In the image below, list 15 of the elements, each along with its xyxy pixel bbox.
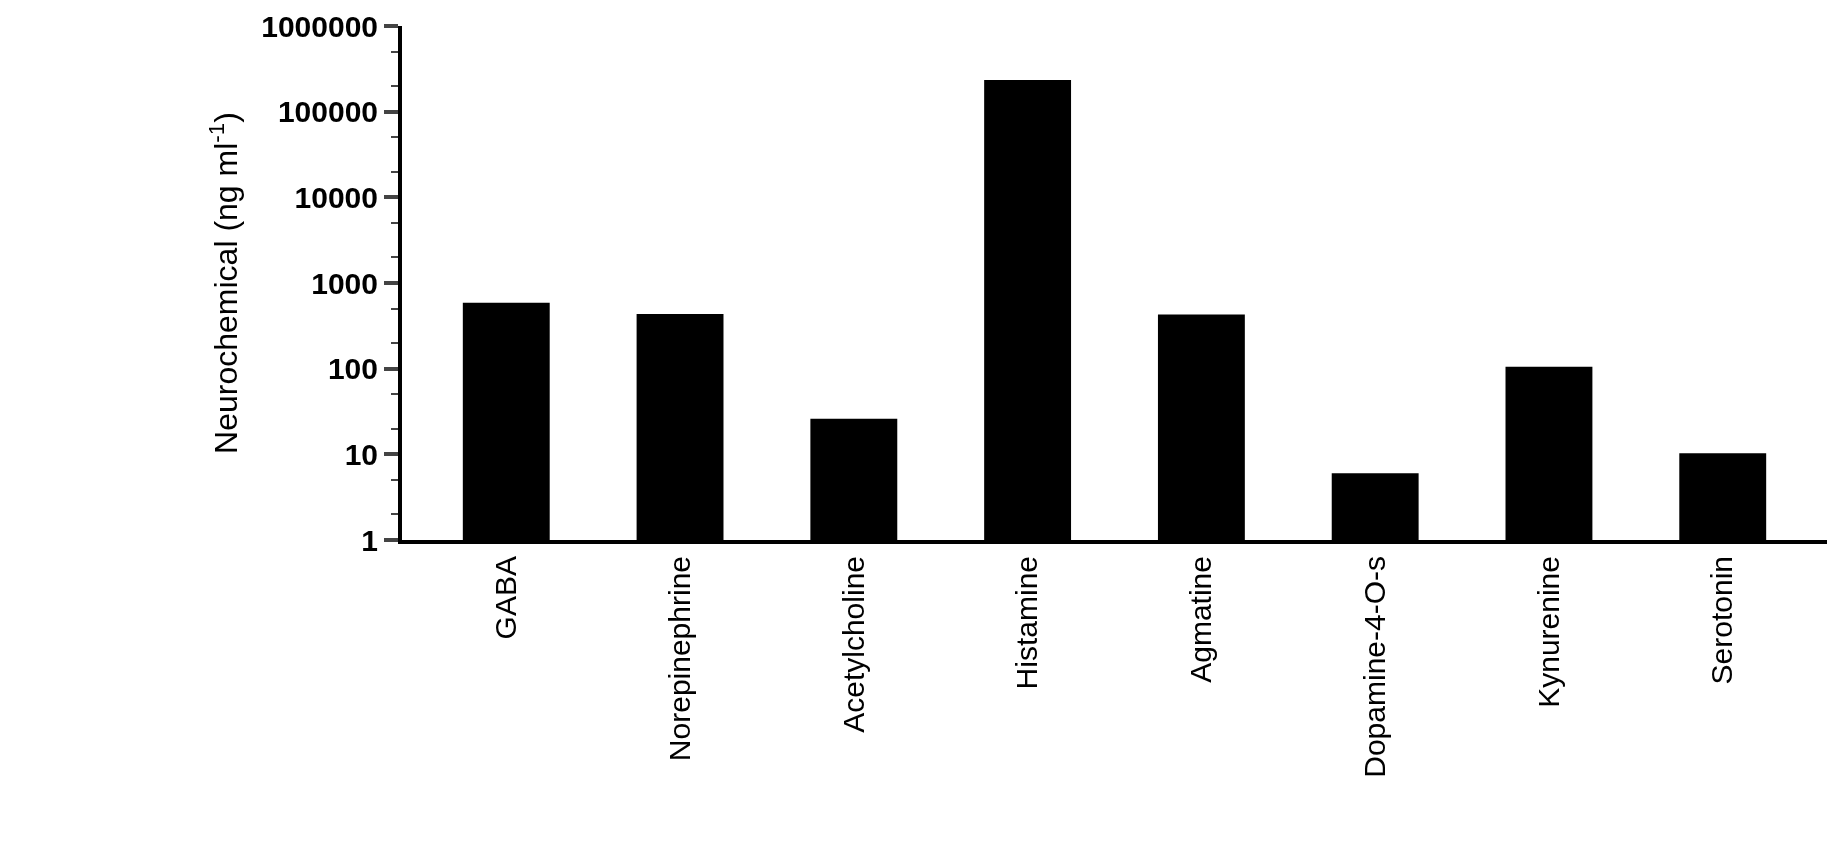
x-tick-label: Norepinephrine <box>662 556 696 762</box>
x-tick-label: GABA <box>489 556 523 640</box>
x-tick-label: Acetylcholine <box>836 556 870 733</box>
y-tick-label: 10 <box>344 437 378 471</box>
x-tick-label: Histamine <box>1010 556 1044 690</box>
y-tick-label: 1 <box>361 523 378 557</box>
x-tick-label: Agmatine <box>1184 556 1218 683</box>
x-tick-label: Serotonin <box>1705 556 1739 685</box>
x-tick-label: Dopamine-4-O-s <box>1357 556 1391 778</box>
y-tick-label: 10000 <box>294 180 378 214</box>
y-tick-label: 100 <box>327 352 378 386</box>
y-tick-label: 100000 <box>277 95 378 129</box>
y-tick-label: 1000 <box>311 266 378 300</box>
x-tick-label: Kynurenine <box>1531 556 1565 708</box>
y-tick-label: 1000000 <box>261 9 378 43</box>
